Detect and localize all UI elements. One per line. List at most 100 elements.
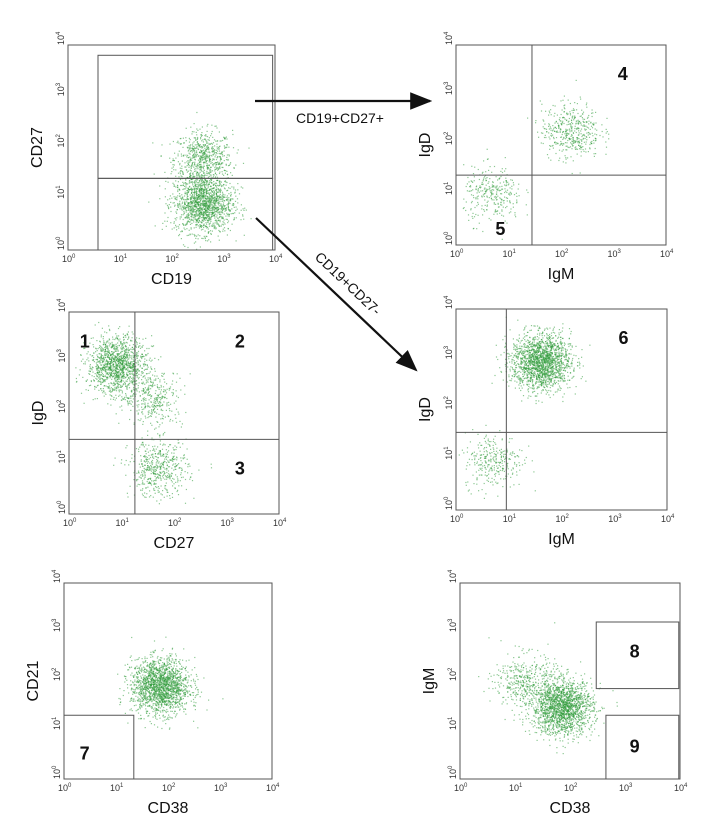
data-point [83,342,85,344]
data-point [477,188,479,190]
data-point [505,177,507,179]
data-point [121,409,123,411]
data-point [222,193,224,195]
data-point [205,172,207,174]
data-point [200,224,202,226]
data-point [244,207,246,209]
data-point [151,463,153,466]
data-point [187,217,189,220]
data-point [213,192,215,194]
data-point [207,123,209,125]
data-point [127,496,129,498]
data-point [228,215,230,217]
data-point [136,404,138,406]
data-point [206,142,208,144]
data-point [210,196,212,198]
data-point [483,210,486,212]
data-point [118,381,121,383]
data-point [125,459,127,462]
data-point [178,442,180,444]
data-point [578,132,580,134]
data-point [162,474,165,476]
data-point [170,222,172,224]
data-point [112,352,114,354]
data-point [572,108,575,110]
data-point [192,153,194,155]
data-point [154,445,156,447]
data-point [191,131,193,133]
data-point [169,444,172,446]
data-point [557,124,560,126]
data-point [190,175,192,177]
data-point [173,452,175,454]
data-point [103,385,105,387]
data-point [128,363,130,365]
data-point [82,376,84,378]
data-point [129,376,131,378]
data-point [146,448,148,450]
data-point [207,145,209,147]
data-point [171,167,173,169]
data-point [213,158,215,160]
data-point [122,369,124,371]
data-point [558,119,560,121]
data-point [221,195,223,197]
data-point [179,197,182,199]
data-point [205,140,207,142]
data-point [475,198,477,200]
data-point [204,217,206,219]
data-point [141,346,143,348]
data-point [150,415,152,417]
data-point [208,223,211,225]
data-point [204,187,206,189]
data-point [207,157,209,159]
data-point [142,474,144,476]
data-point [103,342,105,344]
data-point [203,220,205,222]
data-point [109,352,111,354]
data-point [222,204,224,206]
data-point [207,214,209,216]
data-point [129,344,131,346]
data-point [557,122,559,124]
data-point [161,494,163,496]
data-point [572,112,574,114]
data-point [218,150,221,152]
data-point [171,459,173,461]
data-point [120,381,122,383]
data-point [491,186,493,188]
data-point [215,193,218,195]
data-point [97,384,99,386]
y-tick-exponent: 1 [444,181,450,185]
data-point [116,375,118,377]
data-point [160,409,162,411]
data-point [118,362,120,365]
data-point [565,136,567,138]
data-point [117,358,119,361]
data-point [218,152,220,155]
data-point [150,412,152,414]
data-point [216,196,218,198]
data-point [483,188,485,190]
data-point [137,350,140,352]
data-point [136,388,138,390]
data-point [569,114,572,116]
data-point [194,182,196,184]
data-point [554,126,556,128]
data-point [205,149,207,151]
data-point [483,195,485,198]
data-point [235,217,237,219]
data-point [173,196,175,198]
data-point [213,139,216,141]
data-point [144,472,146,474]
data-point [108,345,110,347]
data-point [590,122,592,124]
data-point [122,380,124,382]
data-point [184,188,186,190]
data-point [208,139,210,141]
data-point [114,383,116,385]
data-point [113,388,115,390]
data-point [173,227,175,229]
data-point [220,208,222,210]
